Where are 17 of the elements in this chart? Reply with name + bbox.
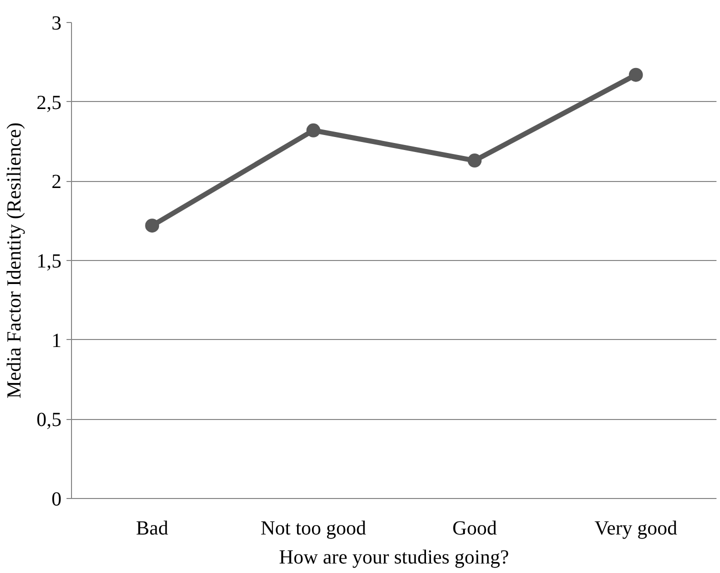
point xyxy=(306,123,320,138)
y-axis-title: Media Factor Identity (Resilience) xyxy=(4,122,26,399)
x-tick-label: Not too good xyxy=(260,518,366,540)
point xyxy=(628,68,643,82)
x-axis-title: How are your studies going? xyxy=(279,546,510,568)
x-tick-label: Very good xyxy=(594,518,678,540)
y-tick-label: 2,5 xyxy=(36,92,62,114)
point xyxy=(145,218,160,233)
y-tick-label: 1 xyxy=(52,330,62,352)
x-tick-label: Bad xyxy=(136,518,168,540)
y-tick-label: 1,5 xyxy=(36,250,62,272)
y-tick-label: 2 xyxy=(52,171,62,194)
x-tick-label: Good xyxy=(452,518,497,540)
point xyxy=(468,154,482,168)
y-tick-label: 3 xyxy=(52,12,62,34)
y-tick-label: 0 xyxy=(52,488,62,510)
y-tick-label: 0,5 xyxy=(36,409,62,432)
